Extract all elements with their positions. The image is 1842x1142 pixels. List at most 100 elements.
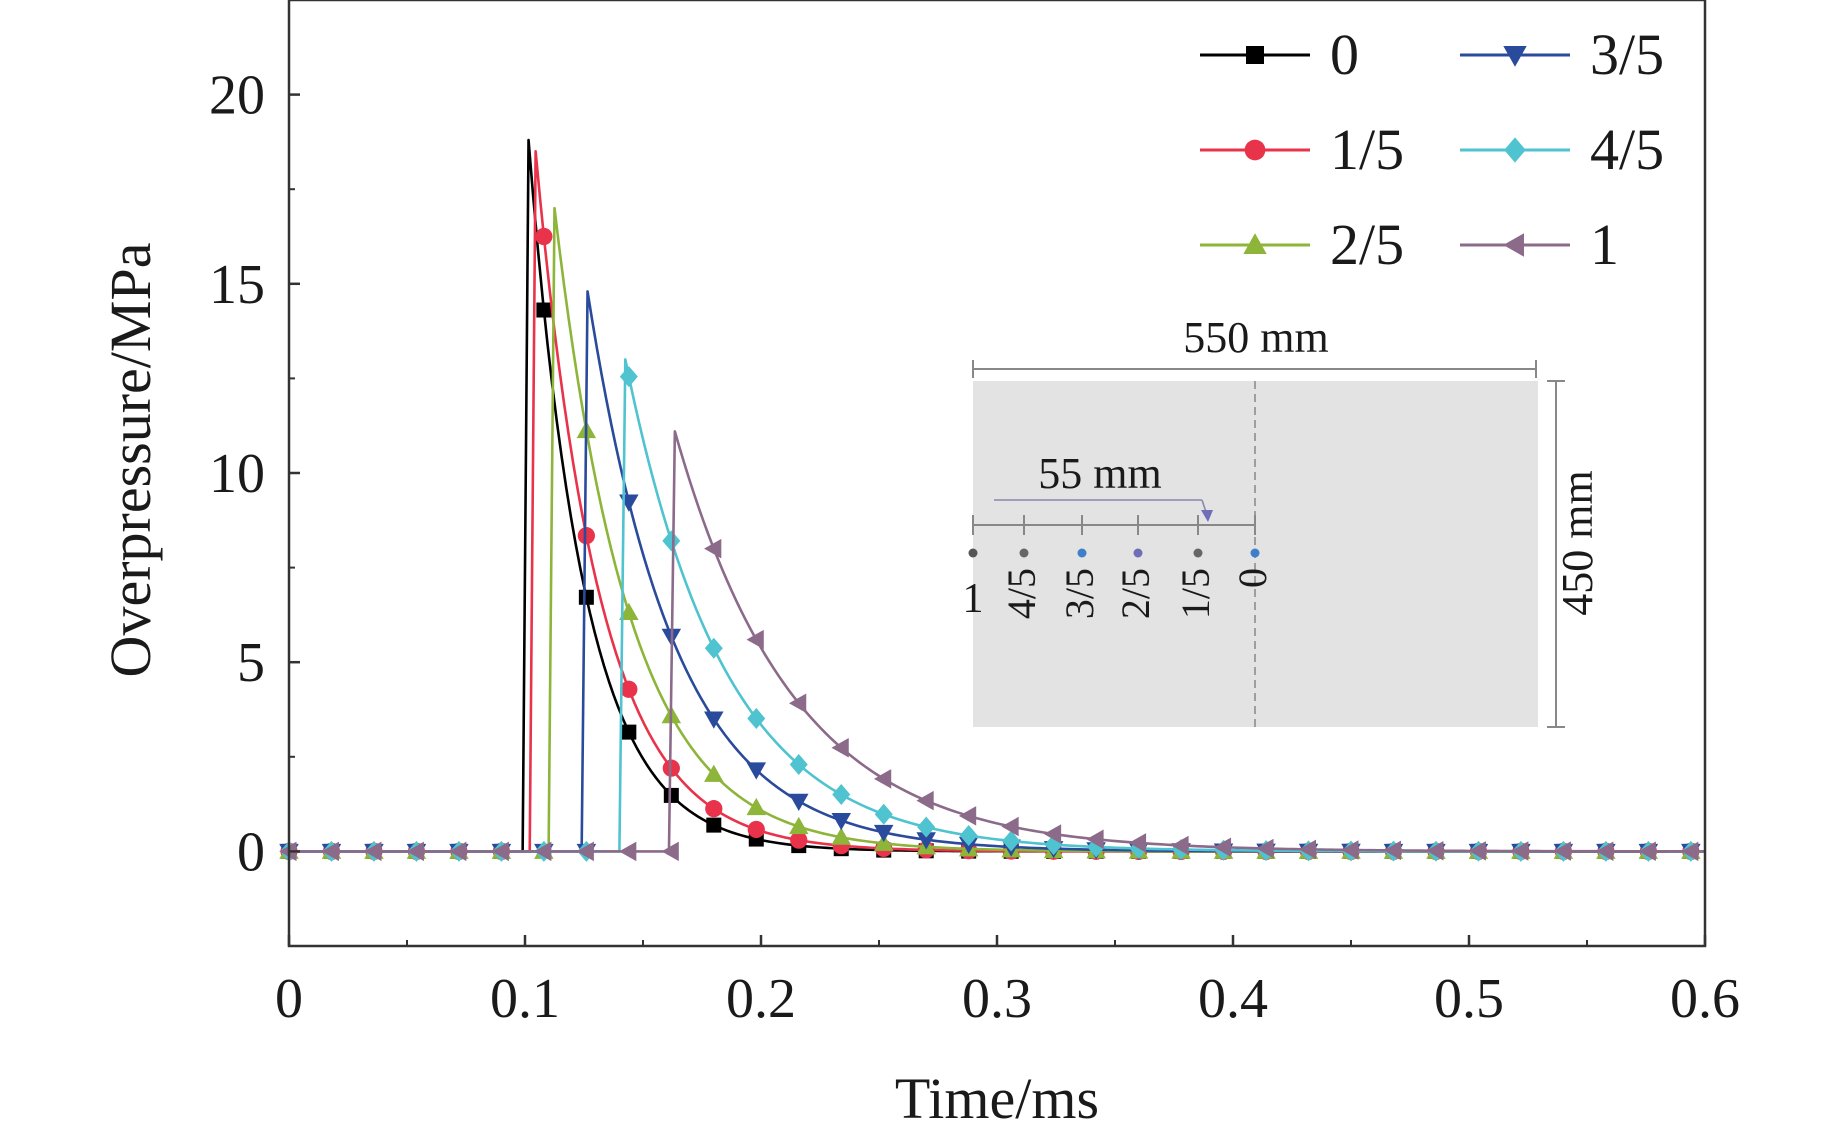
series-marker (746, 797, 767, 816)
series-marker (577, 527, 595, 545)
gauge-label: 0 (1230, 568, 1275, 588)
series-marker (1002, 830, 1021, 852)
spacing-label: 55 mm (1038, 449, 1161, 498)
legend-label: 1 (1590, 212, 1619, 277)
series-marker (917, 816, 936, 838)
legend: 0 1/5 2/5 3/5 4/5 1 (1200, 22, 1664, 277)
series-marker (663, 787, 679, 803)
series-marker (1256, 838, 1274, 859)
series-marker (746, 629, 764, 650)
series-marker (1213, 837, 1232, 857)
series-marker (916, 790, 934, 811)
gauge-point (1019, 548, 1029, 558)
series-marker (831, 813, 851, 831)
series-marker (619, 366, 638, 388)
series-marker (746, 762, 767, 780)
legend-label: 0 (1330, 22, 1359, 87)
y-tick-label: 5 (237, 632, 265, 694)
series-marker (621, 724, 637, 740)
series-marker (874, 803, 893, 825)
gauge-label: 2/5 (1113, 568, 1158, 619)
x-tick-label: 0.5 (1434, 968, 1504, 1030)
series-marker (491, 841, 509, 862)
legend-label: 1/5 (1330, 117, 1404, 182)
series-marker (449, 841, 467, 862)
series-marker (789, 793, 809, 811)
legend-label: 2/5 (1330, 212, 1404, 277)
x-tick-label: 0.2 (726, 968, 796, 1030)
width-dimension-label: 550 mm (1183, 313, 1328, 362)
y-tick-label: 20 (209, 65, 265, 127)
gauge-label: 1/5 (1173, 568, 1218, 619)
legend-marker (1243, 233, 1267, 254)
series-marker (534, 841, 552, 862)
series-marker (364, 841, 382, 862)
gauge-point (1077, 548, 1087, 558)
series-marker (1128, 833, 1147, 853)
legend-item-4/5: 4/5 (1460, 117, 1664, 182)
series-marker (1001, 816, 1019, 837)
series-1 (279, 430, 1706, 862)
series-marker (661, 841, 679, 862)
legend-item-2/5: 2/5 (1200, 212, 1404, 277)
series-marker (832, 784, 851, 806)
series-marker (1638, 841, 1656, 862)
y-tick-label: 15 (209, 254, 265, 316)
legend-label: 3/5 (1590, 22, 1664, 87)
series-marker (873, 824, 894, 843)
x-tick-label: 0 (275, 968, 303, 1030)
y-axis-label: Overpressure/MPa (98, 243, 163, 678)
series-marker (706, 817, 722, 833)
series-marker (406, 841, 424, 862)
gauge-point (1250, 548, 1260, 558)
series-marker (704, 538, 722, 559)
series-marker (1341, 840, 1359, 860)
series-marker (1553, 841, 1571, 861)
legend-label: 4/5 (1590, 117, 1664, 182)
legend-item-1: 1 (1460, 212, 1619, 277)
series-marker (620, 680, 638, 698)
series-marker (831, 737, 849, 758)
legend-item-1/5: 1/5 (1200, 117, 1404, 182)
y-tick-label: 0 (237, 821, 265, 883)
legend-marker (1244, 139, 1266, 161)
height-dimension-label: 450 mm (1553, 470, 1602, 615)
series-marker (789, 816, 809, 835)
series-marker (789, 753, 808, 775)
series-marker (1681, 841, 1699, 862)
series-marker (1043, 824, 1062, 844)
x-tick-label: 0.6 (1670, 968, 1740, 1030)
series-marker (747, 820, 765, 839)
series-marker (1426, 840, 1444, 861)
gauge-point (1193, 548, 1203, 558)
series-marker (789, 693, 807, 713)
series-marker (535, 227, 553, 246)
series-marker (1511, 841, 1529, 861)
gauge-point (1133, 548, 1143, 558)
series-marker (704, 764, 724, 782)
x-tick-label: 0.4 (1198, 968, 1268, 1030)
series-layer (279, 138, 1706, 862)
legend-item-3/5: 3/5 (1460, 22, 1664, 87)
series-marker (704, 637, 723, 659)
series-marker (1171, 835, 1189, 856)
series-marker (1468, 841, 1486, 861)
series-marker (662, 530, 681, 552)
series-marker (1086, 829, 1104, 849)
legend-marker (1503, 233, 1524, 257)
series-marker (704, 711, 724, 729)
series-marker (1596, 841, 1614, 861)
inset-diagram: 550 mm 450 mm 55 mm 1 4/5 3/5 2/5 1/5 0 (963, 313, 1602, 728)
series-marker (873, 833, 894, 851)
series-marker (619, 602, 639, 621)
series-marker (619, 841, 637, 862)
gauge-label: 3/5 (1057, 568, 1102, 619)
series-marker (321, 841, 339, 862)
series-marker (576, 841, 594, 862)
legend-item-0: 0 (1200, 22, 1359, 87)
series-marker (705, 800, 723, 818)
y-tick-label: 10 (209, 443, 265, 505)
gauge-point (968, 548, 978, 558)
